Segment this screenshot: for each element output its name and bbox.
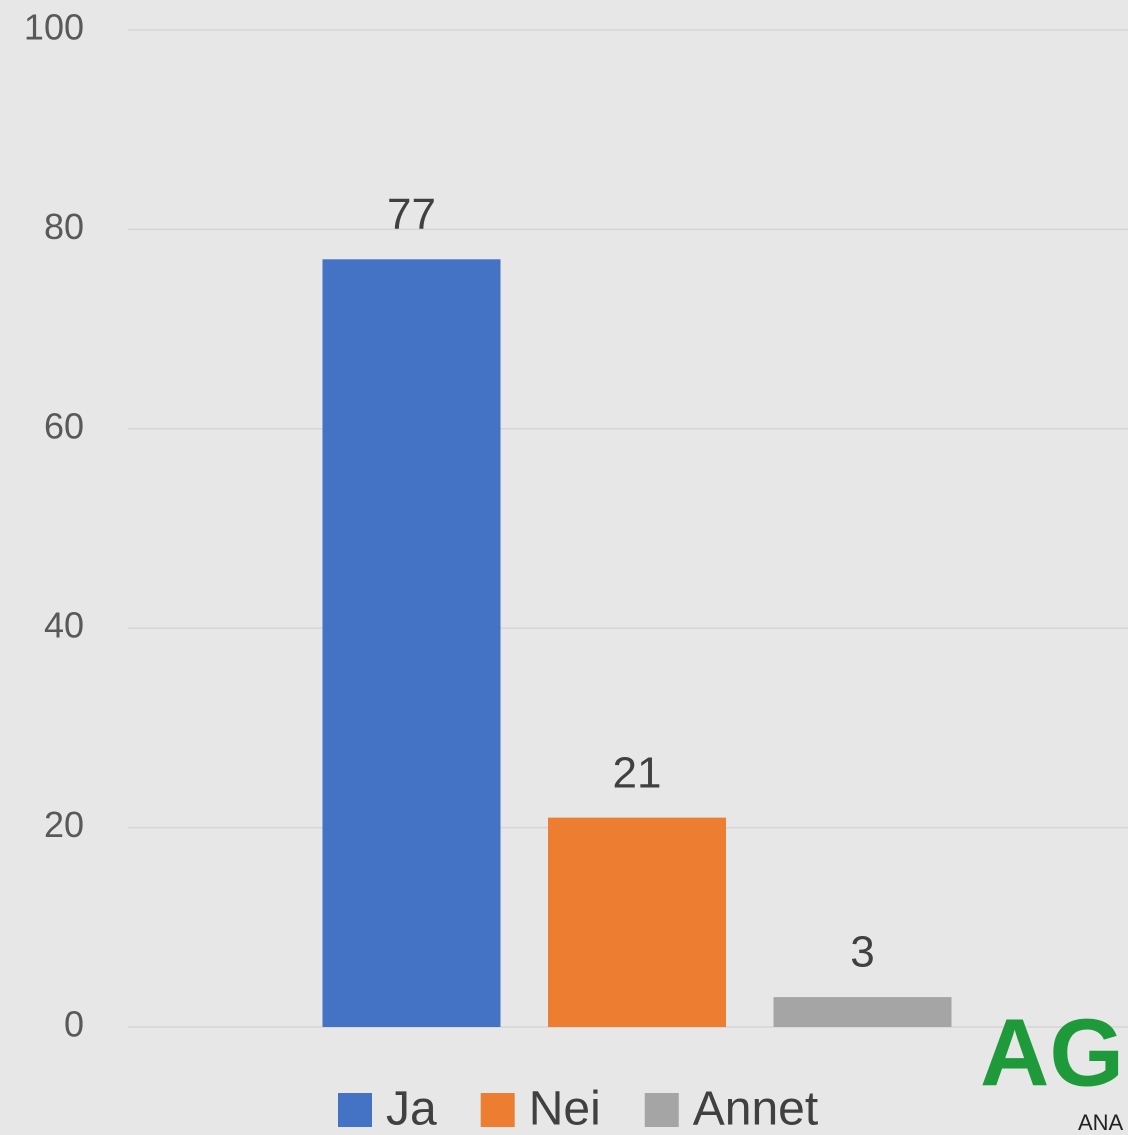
y-tick-label: 40 — [44, 605, 84, 646]
legend-swatch — [480, 1093, 515, 1127]
y-tick-label: 20 — [44, 804, 84, 845]
bar — [548, 817, 726, 1027]
bar — [773, 997, 952, 1027]
logo-text: AGI — [980, 999, 1128, 1106]
legend-label: Annet — [693, 1083, 818, 1135]
data-label: 21 — [613, 748, 662, 797]
data-label: 3 — [850, 928, 874, 977]
y-tick-label: 0 — [64, 1004, 84, 1045]
y-tick-label: 100 — [24, 7, 84, 48]
legend-swatch — [644, 1093, 679, 1127]
logo-subtext: ANA — [1078, 1110, 1124, 1135]
logo: AGI ANA — [980, 999, 1128, 1134]
bar — [322, 259, 501, 1027]
data-label: 77 — [387, 190, 436, 239]
legend-swatch — [338, 1093, 372, 1127]
y-tick-label: 80 — [44, 206, 84, 247]
legend-label: Nei — [529, 1083, 601, 1135]
legend-label: Ja — [386, 1083, 437, 1135]
y-tick-label: 60 — [44, 405, 84, 446]
